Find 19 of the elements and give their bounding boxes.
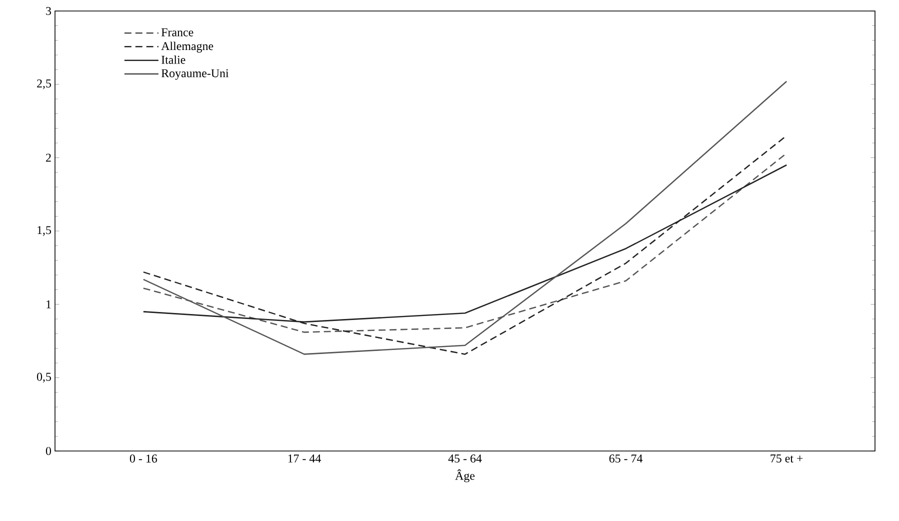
line-series (142, 80, 788, 355)
y-tick-label: 0 (46, 446, 52, 456)
y-tick-label: 2 (46, 154, 51, 162)
legend-label: Allemagne (161, 42, 214, 53)
x-tick-label: 45 - 64 (448, 454, 482, 463)
x-tick-label: 17 - 44 (288, 454, 321, 462)
x-tick-label: 65 - 74 (609, 454, 643, 463)
x-tick-label: 75 et + (770, 454, 803, 462)
y-tick-label: 2,5 (37, 79, 52, 90)
x-tick-label: 0 - 16 (130, 454, 158, 463)
y-tick-label: 3 (46, 6, 52, 16)
x-axis-title: Âge (455, 469, 475, 482)
legend-label: Italie (162, 55, 186, 64)
y-tick-label: 1 (46, 300, 51, 308)
legend-label: France (161, 28, 194, 36)
line-series (142, 135, 788, 355)
legend-label: Royaume-Uni (161, 69, 229, 80)
y-tick-label: 0,5 (36, 372, 52, 383)
y-tick-label: 1,5 (38, 226, 52, 236)
